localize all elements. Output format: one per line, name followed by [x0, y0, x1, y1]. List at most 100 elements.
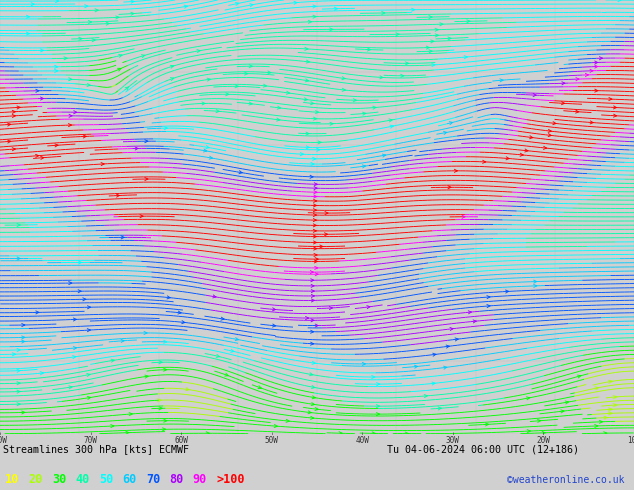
- FancyArrowPatch shape: [88, 21, 91, 24]
- FancyArrowPatch shape: [74, 318, 77, 321]
- FancyArrowPatch shape: [377, 383, 380, 386]
- FancyArrowPatch shape: [595, 424, 598, 428]
- FancyArrowPatch shape: [444, 366, 447, 369]
- FancyArrowPatch shape: [609, 412, 612, 415]
- FancyArrowPatch shape: [111, 424, 114, 428]
- Text: 20: 20: [29, 473, 42, 487]
- FancyArrowPatch shape: [274, 424, 277, 428]
- FancyArrowPatch shape: [95, 9, 98, 12]
- FancyArrowPatch shape: [590, 69, 593, 73]
- FancyArrowPatch shape: [305, 79, 309, 82]
- FancyArrowPatch shape: [342, 76, 345, 80]
- FancyArrowPatch shape: [164, 126, 167, 130]
- FancyArrowPatch shape: [548, 129, 552, 132]
- FancyArrowPatch shape: [318, 141, 321, 144]
- FancyArrowPatch shape: [119, 54, 122, 57]
- FancyArrowPatch shape: [313, 5, 316, 8]
- FancyArrowPatch shape: [315, 408, 318, 411]
- FancyArrowPatch shape: [129, 413, 133, 416]
- FancyArrowPatch shape: [12, 147, 15, 151]
- FancyArrowPatch shape: [455, 338, 458, 341]
- FancyArrowPatch shape: [74, 346, 77, 349]
- FancyArrowPatch shape: [486, 423, 488, 426]
- FancyArrowPatch shape: [145, 140, 148, 143]
- FancyArrowPatch shape: [87, 306, 91, 309]
- FancyArrowPatch shape: [405, 432, 408, 435]
- FancyArrowPatch shape: [41, 49, 44, 52]
- FancyArrowPatch shape: [432, 64, 435, 67]
- Text: 20W: 20W: [536, 436, 550, 445]
- FancyArrowPatch shape: [64, 57, 67, 60]
- Text: 10W: 10W: [627, 436, 634, 445]
- FancyArrowPatch shape: [380, 76, 383, 79]
- Text: 50W: 50W: [265, 436, 279, 445]
- FancyArrowPatch shape: [430, 40, 434, 43]
- FancyArrowPatch shape: [313, 224, 316, 227]
- FancyArrowPatch shape: [286, 419, 289, 422]
- FancyArrowPatch shape: [590, 121, 593, 124]
- FancyArrowPatch shape: [101, 163, 104, 166]
- FancyArrowPatch shape: [389, 119, 392, 122]
- FancyArrowPatch shape: [316, 148, 320, 151]
- FancyArrowPatch shape: [273, 324, 276, 327]
- FancyArrowPatch shape: [131, 12, 134, 15]
- FancyArrowPatch shape: [310, 270, 313, 273]
- FancyArrowPatch shape: [435, 28, 438, 31]
- FancyArrowPatch shape: [362, 363, 365, 366]
- FancyArrowPatch shape: [164, 419, 167, 422]
- FancyArrowPatch shape: [534, 280, 537, 283]
- FancyArrowPatch shape: [204, 149, 207, 152]
- FancyArrowPatch shape: [487, 295, 490, 298]
- FancyArrowPatch shape: [121, 236, 124, 239]
- FancyArrowPatch shape: [377, 405, 379, 408]
- FancyArrowPatch shape: [17, 348, 20, 351]
- FancyArrowPatch shape: [424, 394, 427, 397]
- FancyArrowPatch shape: [609, 408, 612, 411]
- FancyArrowPatch shape: [526, 397, 530, 400]
- FancyArrowPatch shape: [87, 329, 91, 332]
- FancyArrowPatch shape: [311, 163, 314, 166]
- FancyArrowPatch shape: [41, 97, 44, 100]
- FancyArrowPatch shape: [313, 219, 316, 221]
- FancyArrowPatch shape: [74, 111, 77, 114]
- FancyArrowPatch shape: [313, 117, 316, 120]
- FancyArrowPatch shape: [164, 368, 167, 371]
- FancyArrowPatch shape: [462, 215, 465, 219]
- FancyArrowPatch shape: [415, 365, 418, 368]
- Text: 60W: 60W: [174, 436, 188, 445]
- FancyArrowPatch shape: [125, 87, 129, 90]
- FancyArrowPatch shape: [330, 122, 333, 125]
- FancyArrowPatch shape: [609, 98, 612, 100]
- FancyArrowPatch shape: [313, 214, 316, 217]
- FancyArrowPatch shape: [309, 373, 313, 376]
- FancyArrowPatch shape: [534, 284, 537, 288]
- FancyArrowPatch shape: [313, 209, 316, 212]
- Text: 70: 70: [146, 473, 160, 487]
- FancyArrowPatch shape: [396, 33, 399, 36]
- FancyArrowPatch shape: [595, 65, 598, 68]
- FancyArrowPatch shape: [216, 110, 219, 113]
- FancyArrowPatch shape: [157, 399, 160, 402]
- FancyArrowPatch shape: [22, 340, 25, 343]
- FancyArrowPatch shape: [614, 114, 617, 117]
- FancyArrowPatch shape: [312, 361, 315, 365]
- FancyArrowPatch shape: [276, 118, 280, 121]
- FancyArrowPatch shape: [184, 5, 188, 8]
- FancyArrowPatch shape: [390, 125, 393, 128]
- FancyArrowPatch shape: [313, 204, 316, 207]
- FancyArrowPatch shape: [320, 245, 323, 248]
- FancyArrowPatch shape: [604, 416, 607, 419]
- FancyArrowPatch shape: [315, 324, 318, 327]
- Text: 30: 30: [52, 473, 66, 487]
- FancyArrowPatch shape: [314, 191, 317, 194]
- FancyArrowPatch shape: [313, 235, 316, 238]
- FancyArrowPatch shape: [202, 102, 205, 105]
- FancyArrowPatch shape: [527, 430, 531, 433]
- FancyArrowPatch shape: [455, 169, 457, 172]
- FancyArrowPatch shape: [429, 16, 432, 19]
- FancyArrowPatch shape: [221, 317, 224, 320]
- FancyArrowPatch shape: [162, 428, 165, 431]
- FancyArrowPatch shape: [533, 94, 536, 97]
- FancyArrowPatch shape: [249, 65, 252, 68]
- FancyArrowPatch shape: [294, 1, 297, 4]
